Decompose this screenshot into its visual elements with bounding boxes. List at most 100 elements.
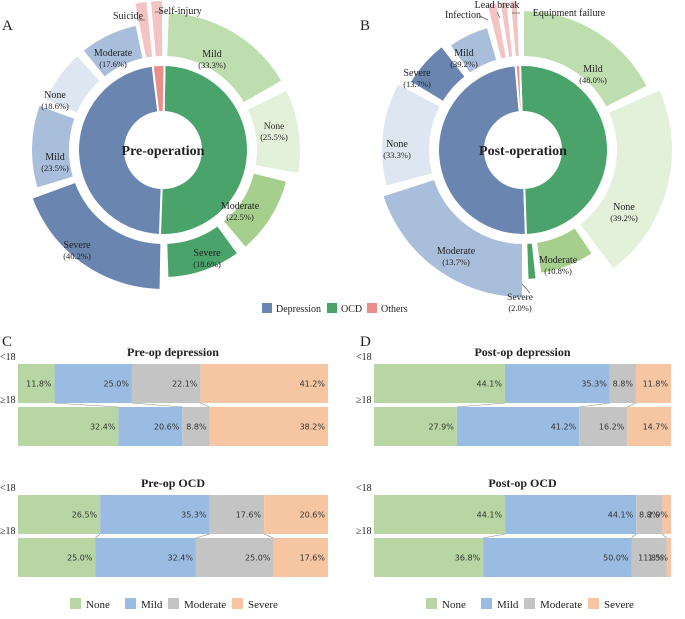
bar-value-label: 20.6%	[154, 423, 180, 432]
outer-slice-depression-mild	[448, 25, 499, 76]
bar-value-label: 32.4%	[168, 554, 194, 563]
outer-slice-others-equipment-failure	[508, 0, 521, 59]
bar-chart-title-post-op-ocd: Post-op OCD	[488, 476, 557, 490]
outer-label-ocd-moderate: Moderate	[221, 201, 260, 212]
bar-value-label: 35.3%	[181, 511, 207, 520]
legend-swatch-none-d	[426, 598, 437, 609]
outer-pct-depression-moderate: (17.6%)	[99, 59, 127, 69]
bar-chart-title-pre-op-ocd: Pre-op OCD	[141, 476, 205, 490]
legend-swatch-others	[367, 303, 377, 313]
outer-slice-depression-none	[380, 81, 443, 188]
panel-letter-b: B	[360, 18, 370, 34]
bar-value-label: 17.6%	[300, 554, 326, 563]
outer-slice-ocd-moderate	[534, 225, 595, 275]
leader-line-infection	[479, 15, 489, 21]
bar-value-label: 36.8%	[455, 554, 481, 563]
bar-value-label: 41.2%	[551, 423, 577, 432]
bar-value-label: 16.2%	[599, 423, 625, 432]
bar-row-label-over-18: ≥18	[0, 395, 16, 406]
bar-segment-severe	[273, 538, 328, 577]
bar-segment-mild	[504, 364, 610, 403]
bar-connector-line	[200, 402, 210, 408]
bar-segment-none	[374, 538, 484, 577]
outer-pct-ocd-mild: (48.0%)	[579, 75, 607, 85]
bar-segment-moderate	[579, 407, 628, 446]
outer-slice-ocd-severe	[165, 223, 240, 279]
bar-segment-mild	[54, 364, 132, 403]
legend-label-others: Others	[381, 304, 408, 315]
legend-label-severe-c: Severe	[248, 599, 278, 611]
bar-legend-c: None Mild Moderate Severe	[70, 598, 278, 611]
bar-value-label: 44.1%	[477, 380, 503, 389]
outer-pct-ocd-none: (39.2%)	[610, 213, 638, 223]
outer-label-ocd-moderate: Moderate	[539, 255, 578, 266]
bar-row-label-over-18: ≥18	[356, 526, 372, 537]
bar-value-label: 11.8%	[638, 554, 664, 563]
bar-segment-none	[374, 364, 505, 403]
leader-line-lead-break	[496, 11, 501, 19]
outer-slice-others-suicide	[133, 0, 155, 60]
bar-row-label-under-18: <18	[0, 352, 16, 363]
bar-value-label: 35.3%	[581, 380, 607, 389]
bar-value-label: 25.0%	[67, 554, 93, 563]
donut-legend: Depression OCD Others	[262, 303, 408, 315]
outer-slice-depression-moderate	[380, 177, 524, 300]
donut-chart-post-operation: Post-operation Mild(48.0%)None(39.2%)Mod…	[380, 0, 674, 313]
bar-value-label: 20.6%	[300, 511, 326, 520]
legend-swatch-mild-c	[125, 598, 136, 609]
legend-swatch-severe-d	[588, 598, 599, 609]
outer-label-ocd-none: None	[613, 202, 635, 213]
bar-segment-moderate	[631, 538, 667, 577]
bar-row-label-under-18: <18	[356, 352, 372, 363]
legend-swatch-ocd	[327, 303, 337, 313]
bar-value-label: 1.5%	[648, 554, 669, 563]
outer-pct-ocd-mild: (33.3%)	[198, 60, 226, 70]
outer-pct-ocd-severe: (2.0%)	[508, 303, 532, 313]
bar-segment-severe	[635, 364, 671, 403]
bar-segment-severe	[264, 495, 328, 534]
bar-connector-line	[264, 533, 274, 539]
outer-pct-ocd-severe: (18.6%)	[193, 259, 221, 269]
donut-center-title-pre: Pre-operation	[122, 144, 205, 159]
outer-pct-depression-none: (33.3%)	[383, 150, 411, 160]
bar-value-label: 2.9%	[648, 511, 669, 520]
legend-label-mild-c: Mild	[141, 599, 163, 611]
bar-value-label: 11.8%	[26, 380, 52, 389]
outer-label-depression-severe: Severe	[403, 68, 431, 79]
bar-value-label: 41.2%	[300, 380, 326, 389]
outer-label-depression-moderate: Moderate	[94, 48, 133, 59]
legend-swatch-depression	[262, 303, 272, 313]
bar-value-label: 27.9%	[428, 423, 454, 432]
bar-value-label: 50.0%	[603, 554, 629, 563]
legend-label-moderate-d: Moderate	[540, 599, 582, 611]
outer-slice-depression-none	[43, 53, 103, 115]
bar-segment-moderate	[209, 495, 265, 534]
outer-pct-ocd-moderate: (22.5%)	[226, 212, 254, 222]
bar-segment-mild	[100, 495, 210, 534]
outer-label-ocd-mild: Mild	[583, 64, 602, 75]
outer-label-ocd-none: None	[264, 122, 285, 132]
legend-label-mild-d: Mild	[497, 599, 519, 611]
bar-value-label: 8.8%	[613, 380, 634, 389]
bar-row-label-over-18: ≥18	[0, 526, 16, 537]
legend-swatch-mild-d	[481, 598, 492, 609]
bar-value-label: 8.8%	[639, 511, 660, 520]
bar-chart-title-pre-op-depression: Pre-op depression	[127, 345, 219, 359]
leader-line-severe	[521, 283, 531, 294]
panel-letter-a: A	[2, 18, 13, 34]
legend-label-none-c: None	[86, 599, 110, 611]
stacked-bars-pre-op: Pre-op depression <18 11.8% 25.0% 22.1% 41.2%…	[0, 345, 328, 577]
outer-label-depression-none: None	[386, 139, 408, 150]
outer-slice-ocd-mild	[522, 8, 650, 110]
outer-label-depression-mild: Mild	[454, 48, 473, 59]
outer-pct-depression-none: (18.6%)	[41, 101, 69, 111]
outer-slice-others-infection	[485, 1, 509, 61]
bar-segment-moderate	[182, 407, 210, 446]
bar-connector-line	[631, 533, 637, 539]
outer-label-others-equipment-failure: Equipment failure	[533, 8, 606, 19]
bar-connector-line	[54, 402, 119, 408]
bar-connector-line	[483, 533, 506, 539]
outer-pct-ocd-moderate: (10.8%)	[544, 266, 572, 276]
bar-connector-line	[195, 533, 210, 539]
legend-swatch-moderate-d	[524, 598, 535, 609]
